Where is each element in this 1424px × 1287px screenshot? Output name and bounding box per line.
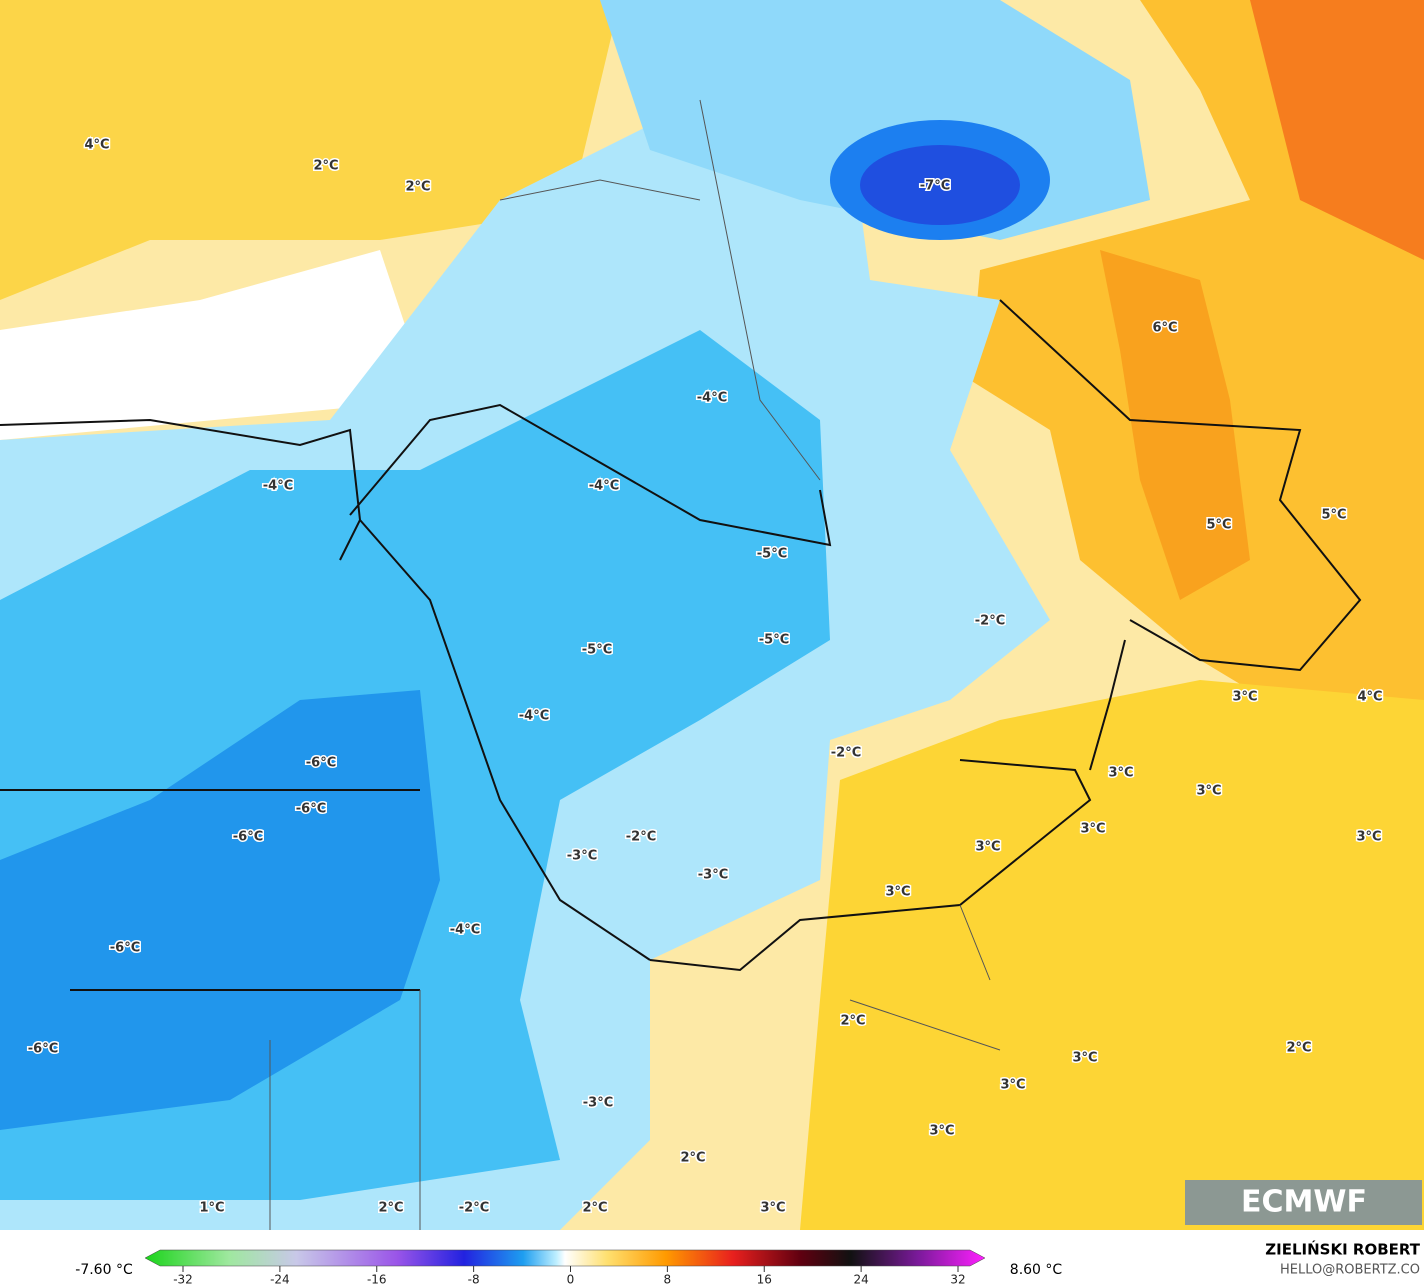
map-field — [0, 0, 1424, 1230]
credit-email: HELLO@ROBERTZ.CO — [1280, 1263, 1420, 1278]
temp-label: 3°C — [1196, 784, 1221, 799]
temp-label: 2°C — [313, 159, 338, 174]
temp-label: -5°C — [757, 547, 787, 562]
temp-label: 3°C — [1072, 1051, 1097, 1066]
temp-label: 6°C — [1152, 321, 1177, 336]
colorbar-ramp — [144, 1249, 986, 1267]
temp-label: -3°C — [567, 849, 597, 864]
temp-label: -4°C — [589, 479, 619, 494]
colorbar-tick-label: 24 — [853, 1273, 868, 1287]
temp-label: 3°C — [1000, 1078, 1025, 1093]
temp-label: 4°C — [84, 138, 109, 153]
colorbar-tick-label: -32 — [173, 1273, 193, 1287]
temp-label: -2°C — [626, 830, 656, 845]
temp-label: 1°C — [199, 1201, 224, 1216]
temp-label: 3°C — [760, 1201, 785, 1216]
colorbar-tick-label: -8 — [468, 1273, 480, 1287]
colorbar-tick-label: 16 — [757, 1273, 772, 1287]
max-label: 8.60 °C — [1010, 1262, 1063, 1278]
temp-label: -6°C — [306, 756, 336, 771]
colorbar-ticks: -32 -24 -16 -8 0 8 16 24 32 — [173, 1266, 966, 1287]
colorbar-tick-label: 32 — [950, 1273, 965, 1287]
temp-label: 3°C — [1232, 690, 1257, 705]
logo-box — [1185, 1180, 1422, 1225]
colorbar-tick-label: 8 — [664, 1273, 672, 1287]
logo: ECMWF — [1185, 1180, 1422, 1225]
temperature-labels: 4°C 2°C 2°C -7°C 6°C -4°C -4°C -4°C -5°C 5°C 5°C -2… — [26, 136, 1384, 1217]
colorbar: -7.60 °C 8.60 °C — [75, 1249, 1063, 1278]
colorbar-tick-label: 0 — [567, 1273, 575, 1287]
temp-label: -4°C — [450, 923, 480, 938]
temp-label: -3°C — [583, 1096, 613, 1111]
temp-label: -6°C — [233, 830, 263, 845]
temp-label: -6°C — [296, 802, 326, 817]
colorbar-tick-label: -16 — [367, 1273, 387, 1287]
temp-label: 2°C — [405, 180, 430, 195]
temp-label: 3°C — [929, 1124, 954, 1139]
temp-label: 2°C — [582, 1201, 607, 1216]
temp-label: 2°C — [378, 1201, 403, 1216]
temp-label: 3°C — [1080, 822, 1105, 837]
min-label: -7.60 °C — [75, 1262, 133, 1278]
temp-label: -5°C — [582, 643, 612, 658]
temp-label: 4°C — [1357, 690, 1382, 705]
logo-text: ECMWF — [1241, 1185, 1367, 1220]
temp-label: -4°C — [697, 391, 727, 406]
temp-label: 5°C — [1206, 518, 1231, 533]
temp-label: -2°C — [975, 614, 1005, 629]
credit-name: ZIELIŃSKI ROBERT — [1265, 1240, 1420, 1259]
temp-label: 2°C — [1286, 1041, 1311, 1056]
temp-label: -7°C — [920, 179, 950, 194]
temp-label: 3°C — [885, 885, 910, 900]
temp-label: 2°C — [840, 1014, 865, 1029]
temp-label: -5°C — [759, 633, 789, 648]
temp-label: 3°C — [1356, 830, 1381, 845]
colorbar-tick-label: -24 — [270, 1273, 290, 1287]
temp-label: -3°C — [698, 868, 728, 883]
temp-label: -4°C — [263, 479, 293, 494]
temp-label: -2°C — [831, 746, 861, 761]
temp-label: 3°C — [1108, 766, 1133, 781]
temp-label: -2°C — [459, 1201, 489, 1216]
temp-label: 2°C — [680, 1151, 705, 1166]
temp-label: 3°C — [975, 840, 1000, 855]
temp-label: -4°C — [519, 709, 549, 724]
temp-label: -6°C — [28, 1042, 58, 1057]
temp-label: -6°C — [110, 941, 140, 956]
temp-label: 5°C — [1321, 508, 1346, 523]
